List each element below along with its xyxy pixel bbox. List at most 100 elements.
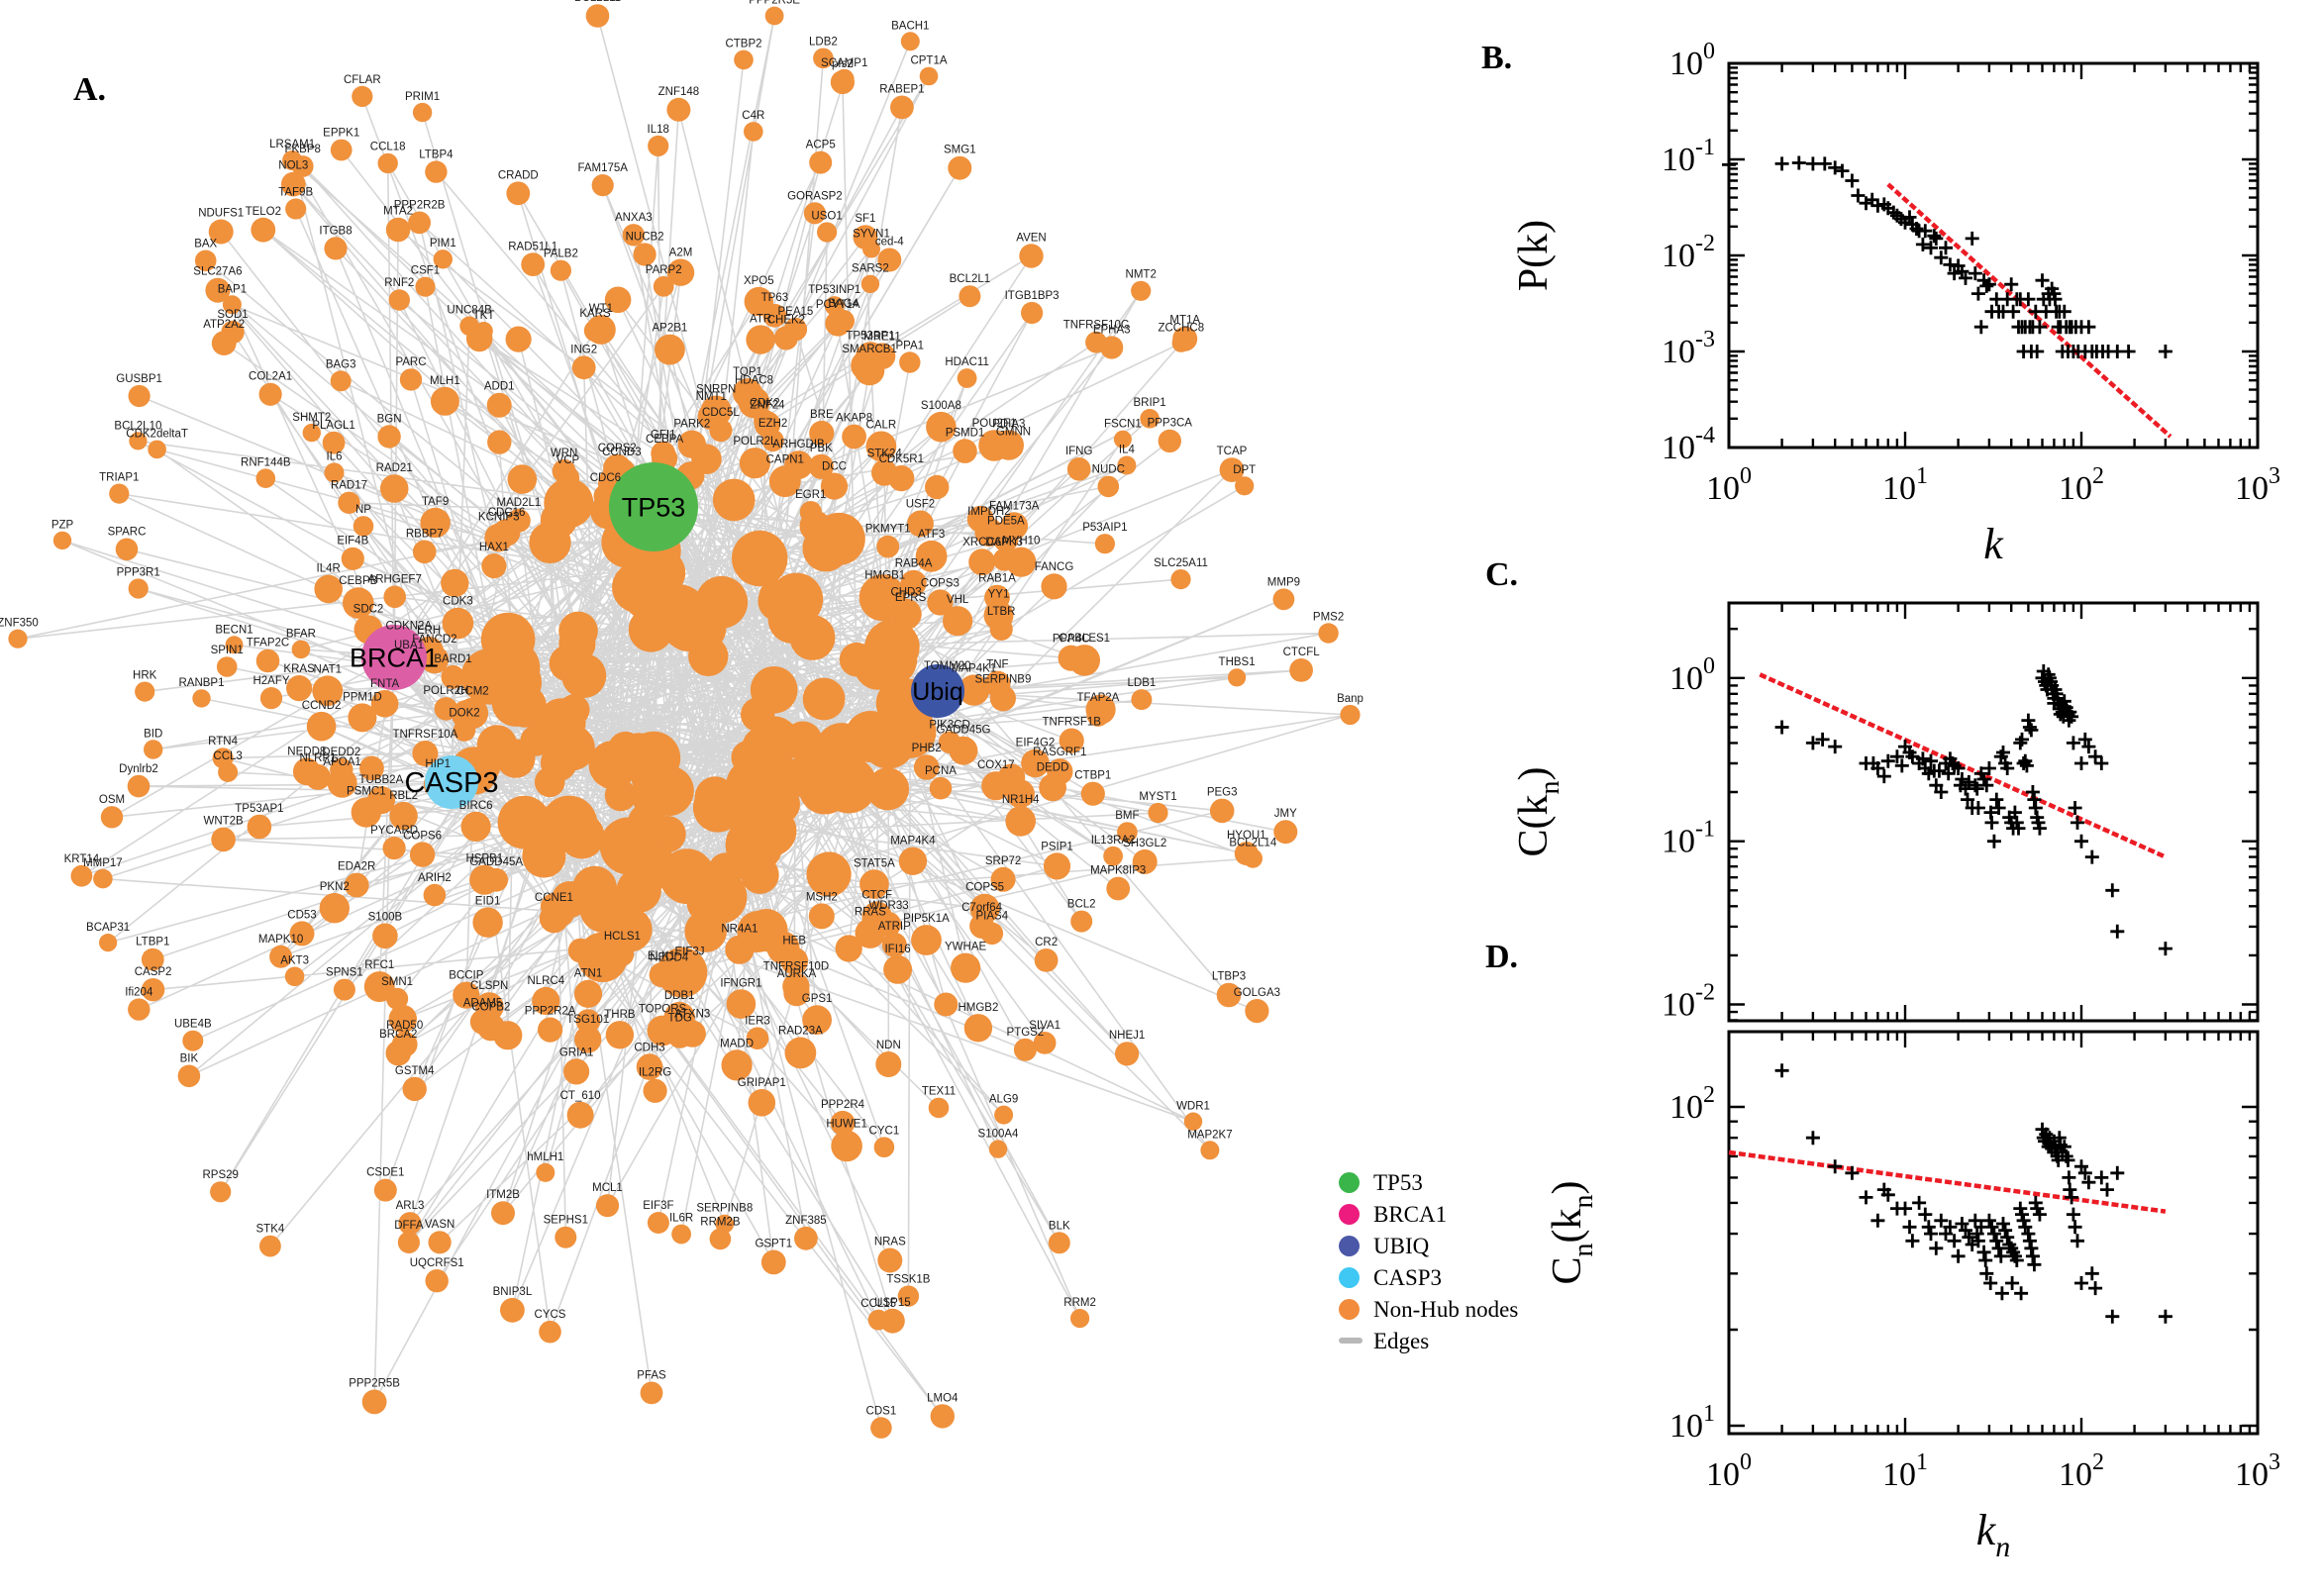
gene-label: S100A8 (921, 400, 961, 412)
network-node (192, 689, 211, 708)
network-node (389, 801, 418, 831)
network-node (930, 1404, 955, 1429)
gene-label: ANXA3 (615, 212, 653, 224)
network-node (812, 512, 865, 565)
gene-label: TCAP (1217, 446, 1248, 457)
y-tick-label: 10-2 (1662, 231, 1715, 274)
network-node (767, 595, 817, 644)
network-node (344, 872, 369, 898)
gene-label: CCL18 (370, 142, 406, 153)
network-node (1183, 1112, 1203, 1131)
gene-label: ALG9 (989, 1094, 1018, 1106)
gene-label: BAX (194, 239, 217, 250)
network-node (744, 286, 773, 317)
gene-label: EDA2R (338, 861, 375, 873)
gene-label: CT_610 (560, 1090, 601, 1102)
gene-label: PALB2 (544, 249, 578, 260)
gene-label: ELK1 (648, 950, 675, 962)
network-node (348, 703, 377, 733)
gene-label: COPS5 (965, 882, 1004, 894)
network-node (870, 1417, 892, 1439)
network-node (1117, 822, 1138, 843)
network-node (423, 883, 447, 907)
network-node (333, 978, 355, 1001)
hub-node-ubiq (911, 664, 964, 718)
gene-label: ITM2B (486, 1189, 520, 1201)
network-node (655, 334, 685, 365)
network-node (472, 907, 503, 938)
gene-label: COPB2 (471, 1002, 510, 1014)
gene-label: AVEN (1016, 232, 1046, 244)
network-node (312, 675, 344, 707)
gene-label: TP53AP1 (235, 803, 283, 815)
gene-label: SHMT2 (292, 412, 331, 424)
network-node (127, 774, 151, 798)
network-node (343, 587, 374, 619)
axis-ticks (1727, 603, 2260, 1022)
network-node (928, 1097, 950, 1119)
gene-label: ATN1 (574, 968, 603, 980)
network-node (610, 943, 635, 966)
gene-label: PPP2R4 (821, 1099, 865, 1111)
legend-label: CASP3 (1373, 1264, 1443, 1290)
network-node (1094, 534, 1115, 554)
network-node (802, 1005, 832, 1035)
gene-label: MLH1 (430, 375, 460, 387)
network-node (948, 155, 972, 180)
network-node (859, 869, 889, 899)
network-node (319, 893, 350, 924)
network-node (959, 285, 981, 308)
gene-label: NMT1 (696, 391, 727, 403)
gene-label: NR4A1 (721, 924, 758, 936)
network-node (285, 198, 307, 220)
network-node (618, 733, 658, 773)
gene-label: RRM2B (700, 1217, 741, 1229)
network-node (820, 472, 849, 500)
gene-label: KRT14 (64, 853, 100, 865)
gene-label: FAM173A (989, 500, 1040, 512)
network-node (919, 66, 939, 86)
gene-label: BECN1 (215, 624, 252, 636)
network-node (402, 1076, 427, 1102)
gene-label: BGN (377, 413, 402, 425)
gene-label: FAM175A (577, 162, 628, 174)
network-node (128, 384, 151, 408)
gene-label: BCAP31 (86, 922, 130, 934)
gene-label: USP15 (874, 1297, 910, 1309)
gene-label: MAP4K1 (952, 662, 996, 674)
gene-label: IL18 (648, 124, 669, 136)
gene-label: IL4R (317, 563, 341, 575)
network-node (652, 584, 707, 640)
gene-label: IFNGR1 (720, 977, 761, 989)
network-node (194, 249, 217, 272)
network-node (1013, 1038, 1037, 1061)
network-node (377, 152, 398, 174)
network-node (388, 1004, 417, 1034)
network-node (993, 527, 1019, 552)
gene-label: DCC (822, 461, 847, 473)
network-node (898, 847, 928, 875)
network-node (532, 986, 560, 1016)
scatter-points (1774, 1063, 2172, 1324)
y-tick-label: 100 (1669, 39, 1715, 82)
legend-edge-icon (1339, 1338, 1363, 1344)
gene-label: VASN (425, 1219, 454, 1231)
gene-label: CRADD (498, 169, 539, 181)
gene-label: RASGRF1 (1033, 747, 1086, 758)
gene-label: CDC6 (590, 472, 621, 484)
network-node (725, 935, 755, 964)
legend-item-ubiq: UBIQ (1339, 1230, 1518, 1261)
x-tick-label: 102 (2059, 1449, 2104, 1493)
gene-label: RFC1 (364, 959, 394, 971)
panel-c-letter: C. (1485, 556, 1519, 593)
gene-label: ARHGEF7 (368, 574, 422, 586)
network-node (556, 466, 580, 490)
network-node (1070, 910, 1093, 933)
network-node (141, 948, 164, 971)
gene-label: WRN (551, 448, 577, 459)
network-node (969, 893, 1000, 924)
network-node (678, 1020, 706, 1047)
network-node (648, 135, 669, 156)
gene-label: FANCD2 (412, 634, 456, 646)
network-node (780, 947, 809, 975)
